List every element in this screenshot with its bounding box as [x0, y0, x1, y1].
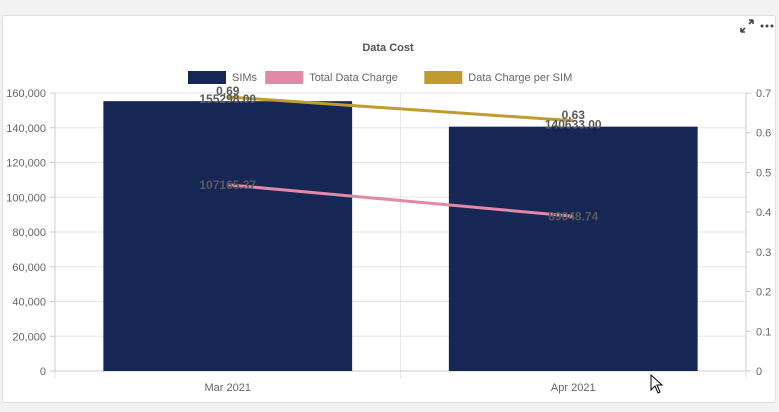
legend-swatch: [188, 71, 226, 84]
y-left-tick-label: 120,000: [6, 158, 46, 170]
more-icon[interactable]: [759, 18, 775, 34]
legend-label: Total Data Charge: [309, 72, 398, 84]
y-right-tick-label: 0: [756, 366, 762, 378]
legend: SIMs Total Data Charge Data Charge per SIM: [188, 71, 572, 84]
legend-label: Data Charge per SIM: [468, 72, 572, 84]
mouse-cursor-icon: [650, 373, 664, 399]
bars: [103, 101, 698, 371]
expand-icon[interactable]: [739, 18, 755, 34]
data-label: 89048.74: [548, 209, 598, 223]
data-label: 107165.37: [199, 178, 256, 192]
y-right-tick-label: 0.7: [756, 88, 771, 100]
line-series: [227, 183, 574, 218]
chart-toolbar: [739, 18, 775, 34]
legend-swatch: [424, 71, 463, 84]
y-right-tick-label: 0.3: [756, 247, 771, 259]
data-labels: 155298.00 140633.00 107165.37 89048.74 0.69 0…: [199, 84, 602, 223]
line-series: [227, 95, 574, 123]
chart-title: Data Cost: [362, 42, 414, 54]
data-label: 0.69: [216, 84, 240, 98]
y-left-tick-label: 160,000: [6, 88, 46, 100]
y-left-tick-label: 20,000: [12, 331, 46, 343]
bar: [103, 101, 353, 371]
legend-swatch: [265, 71, 304, 84]
data-label: 140633.00: [545, 118, 602, 132]
y-left-tick-label: 0: [40, 366, 46, 378]
bar: [448, 126, 698, 371]
data-label: 155298.00: [199, 92, 256, 106]
legend-label: SIMs: [232, 72, 258, 84]
data-label: 0.63: [562, 108, 586, 122]
x-tick-label: Mar 2021: [205, 382, 251, 394]
y-right-tick-label: 0.5: [756, 167, 771, 179]
lines: [227, 95, 574, 218]
y-left-tick-label: 100,000: [6, 192, 46, 204]
y-right-tick-label: 0.4: [756, 207, 771, 219]
y-left-tick-label: 60,000: [12, 262, 46, 274]
y-right-tick-label: 0.6: [756, 128, 771, 140]
y-left-tick-label: 80,000: [12, 227, 46, 239]
x-tick-label: Apr 2021: [551, 382, 596, 394]
y-left-tick-label: 40,000: [12, 297, 46, 309]
y-right-tick-label: 0.2: [756, 287, 771, 299]
y-left-tick-label: 140,000: [6, 123, 46, 135]
y-right-tick-label: 0.1: [756, 326, 771, 338]
